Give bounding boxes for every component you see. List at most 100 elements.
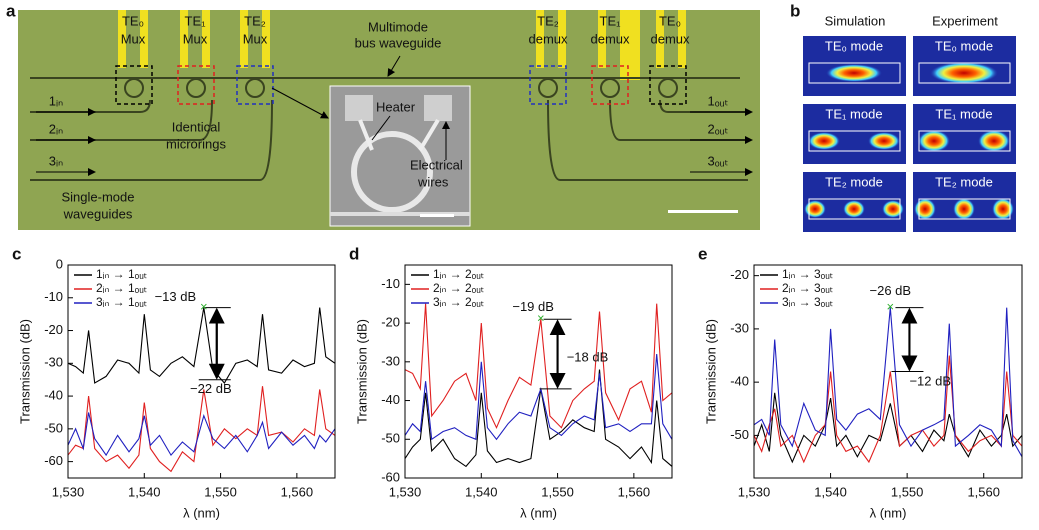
plot-frame — [753, 264, 1023, 479]
inset-label: wires — [417, 174, 449, 189]
x-tick-label: 1,540 — [128, 484, 161, 499]
electrodes — [118, 10, 686, 80]
x-axis-label: λ (nm) — [870, 505, 907, 520]
annotation: −12 dB — [909, 374, 951, 389]
demux-mode: TE₁ — [600, 13, 622, 28]
mode-lobe — [804, 200, 826, 218]
mode-lobe — [992, 198, 1014, 220]
panel-b: b Simulation Experiment TE₀ mode TE₀ mode… — [790, 1, 1016, 232]
y-tick-label: -30 — [381, 353, 400, 368]
x-axis-label: λ (nm) — [520, 505, 557, 520]
mode-label: TE₂ mode — [825, 174, 883, 189]
mode-label: TE₀ mode — [825, 38, 883, 53]
series-line — [405, 354, 672, 441]
series-line — [754, 392, 1022, 464]
y-axis-label: Transmission (dB) — [354, 319, 369, 424]
x-tick-label: 1,530 — [389, 484, 422, 499]
inset-label: Electrical — [410, 157, 463, 172]
legend-label: 1ᵢₙ → 2ₒᵤₜ — [433, 267, 484, 281]
y-tick-label: -40 — [44, 388, 63, 403]
mode-lobe — [808, 132, 840, 150]
legend-label: 1ᵢₙ → 1ₒᵤₜ — [96, 267, 147, 281]
x-tick-label: 1,540 — [814, 484, 847, 499]
series-line — [405, 303, 672, 430]
peak-marker: × — [200, 299, 208, 314]
output-label: 1ₒᵤₜ — [708, 93, 729, 108]
column-label: Experiment — [932, 13, 998, 28]
ring-label: Identical — [172, 119, 221, 134]
bus-label: bus waveguide — [355, 35, 442, 50]
demux-mode: TE₂ — [537, 13, 559, 28]
series-line — [68, 412, 335, 457]
x-axis-label: λ (nm) — [183, 505, 220, 520]
mode-lobe — [978, 130, 1010, 152]
io-arrows — [36, 108, 753, 176]
bus-label: Multimode — [368, 19, 428, 34]
waveguide-label: Single-mode — [62, 189, 135, 204]
mode-lobe — [882, 200, 904, 218]
mode-lobe — [826, 64, 882, 82]
mode-lobe — [843, 200, 865, 218]
y-axis-label: Transmission (dB) — [703, 319, 718, 424]
demux-name: demux — [528, 31, 568, 46]
mode-lobe — [868, 132, 900, 150]
series-line — [405, 369, 672, 468]
ring-label: microrings — [166, 136, 226, 151]
y-tick-label: -60 — [381, 469, 400, 484]
column-label: Simulation — [825, 13, 886, 28]
mode-lobe — [953, 198, 975, 220]
y-tick-label: -60 — [44, 453, 63, 468]
x-tick-label: 1,540 — [465, 484, 498, 499]
waveguides — [30, 77, 748, 181]
x-tick-label: 1,560 — [967, 484, 1000, 499]
output-label: 3ₒᵤₜ — [708, 153, 729, 168]
y-tick-label: -20 — [730, 267, 749, 282]
output-label: 2ₒᵤₜ — [708, 121, 729, 136]
plot-frame — [67, 264, 336, 479]
legend-label: 3ᵢₙ → 1ₒᵤₜ — [96, 295, 147, 309]
legend-label: 3ᵢₙ → 3ₒᵤₜ — [782, 295, 833, 309]
legend-label: 1ᵢₙ → 3ₒᵤₜ — [782, 267, 833, 281]
y-tick-label: -20 — [381, 315, 400, 330]
x-tick-label: 1,560 — [281, 484, 314, 499]
waveguide-outline — [918, 130, 1011, 152]
legend-label: 2ᵢₙ → 3ₒᵤₜ — [782, 281, 833, 295]
series-line — [754, 355, 1022, 464]
y-tick-label: -30 — [44, 355, 63, 370]
waveguide-outline — [808, 130, 901, 152]
y-tick-label: -40 — [381, 392, 400, 407]
mode-label: TE₂ mode — [935, 174, 993, 189]
y-tick-label: -30 — [730, 320, 749, 335]
panel-label: b — [790, 1, 800, 20]
panel-label: e — [698, 244, 707, 263]
legend-label: 3ᵢₙ → 2ₒᵤₜ — [433, 295, 484, 309]
demux-name: demux — [590, 31, 630, 46]
mux-mode: TE₁ — [185, 13, 207, 28]
input-label: 1ᵢₙ — [49, 93, 63, 108]
annotation: −22 dB — [190, 381, 232, 396]
x-tick-label: 1,560 — [618, 484, 651, 499]
device-boxes — [115, 65, 687, 105]
peak-marker: × — [537, 311, 545, 326]
panel-label: a — [6, 1, 16, 20]
mode-label: TE₁ mode — [825, 106, 882, 121]
panel-label: c — [12, 244, 21, 263]
mode-label: TE₀ mode — [935, 38, 993, 53]
annotation: −19 dB — [512, 299, 554, 314]
y-tick-label: -50 — [730, 427, 749, 442]
y-tick-label: 0 — [56, 256, 63, 271]
series-line — [68, 386, 335, 473]
x-tick-label: 1,550 — [541, 484, 574, 499]
panel-a: a Heater Electrical wires TE₀ Mux TE₁ Mux TE… — [6, 1, 760, 230]
input-label: 3ᵢₙ — [49, 153, 63, 168]
mode-lobe — [930, 62, 998, 84]
input-label: 2ᵢₙ — [49, 121, 63, 136]
x-tick-label: 1,530 — [738, 484, 771, 499]
x-tick-label: 1,550 — [204, 484, 237, 499]
mux-name: Mux — [243, 31, 268, 46]
y-tick-label: -50 — [381, 431, 400, 446]
mode-label: TE₁ mode — [935, 106, 992, 121]
panel-label: d — [349, 244, 359, 263]
mux-mode: TE₀ — [122, 13, 144, 28]
